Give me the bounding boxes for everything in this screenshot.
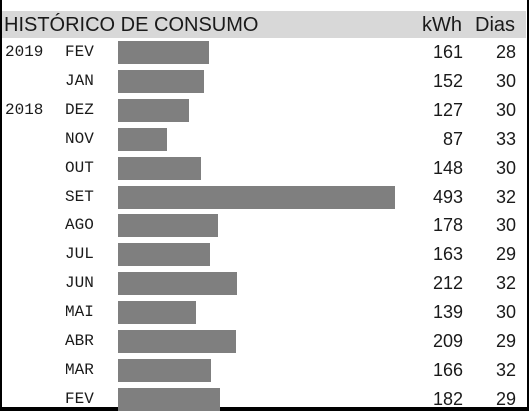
consumption-bar: [118, 387, 220, 411]
kwh-value: 493: [432, 186, 463, 207]
month-label: JAN: [65, 71, 94, 90]
kwh-value: 148: [432, 157, 463, 178]
dias-value: 29: [495, 244, 516, 265]
dias-value: 28: [495, 42, 516, 62]
consumption-bar: [118, 98, 189, 122]
month-label: DEZ: [65, 100, 94, 119]
table-row: OUT 148 30: [0, 154, 529, 183]
consumption-bar: [118, 69, 204, 93]
consumption-bar: [118, 243, 210, 267]
dias-value: 32: [495, 186, 516, 207]
kwh-value: 163: [432, 244, 463, 265]
kwh-value: 87: [442, 128, 463, 149]
consumption-bar: [118, 358, 211, 382]
table-row: 2019 FEV 161 28: [0, 38, 529, 67]
table-row: MAR 166 32: [0, 356, 529, 385]
month-label: MAR: [65, 360, 94, 379]
month-label: ABR: [65, 332, 94, 350]
month-label: NOV: [65, 129, 94, 148]
consumption-bar: [118, 214, 218, 238]
dias-value: 32: [495, 273, 516, 294]
kwh-column-header: kWh: [422, 14, 462, 36]
kwh-value: 209: [432, 331, 463, 351]
table-row: MAI 139 30: [0, 298, 529, 327]
table-row: FEV 182 29: [0, 385, 529, 414]
kwh-value: 152: [432, 70, 463, 91]
month-label: MAI: [65, 303, 94, 322]
month-label: FEV: [65, 389, 94, 408]
table-row: AGO 178 30: [0, 211, 529, 240]
dias-column-header: Dias: [475, 14, 516, 36]
dias-value: 30: [495, 157, 516, 178]
kwh-value: 139: [432, 302, 463, 323]
kwh-value: 166: [432, 359, 463, 380]
kwh-value: 178: [432, 215, 463, 236]
dias-value: 33: [495, 128, 516, 149]
consumption-bar: [118, 156, 201, 180]
table-row: ABR 209 29: [0, 327, 529, 356]
month-label: AGO: [65, 216, 94, 235]
chart-title: HISTÓRICO DE CONSUMO: [4, 14, 259, 36]
consumption-bar: [118, 272, 237, 296]
consumption-bar: [118, 185, 395, 209]
year-label: 2019: [5, 43, 44, 61]
table-row: SET 493 32: [0, 183, 529, 212]
table-row: NOV 87 33: [0, 125, 529, 154]
dias-value: 32: [495, 359, 516, 380]
table-row: JUL 163 29: [0, 240, 529, 269]
consumption-bar: [118, 41, 209, 64]
dias-value: 29: [495, 388, 516, 409]
month-label: JUL: [65, 245, 94, 264]
consumption-bar: [118, 301, 196, 325]
header-band: [2, 11, 526, 38]
month-label: SET: [65, 187, 94, 206]
consumption-bar: [118, 127, 167, 151]
year-label: 2018: [5, 100, 44, 119]
dias-value: 30: [495, 302, 516, 323]
month-label: FEV: [65, 43, 94, 61]
dias-value: 30: [495, 70, 516, 91]
month-label: OUT: [65, 158, 94, 177]
month-label: JUN: [65, 274, 94, 293]
table-row: JUN 212 32: [0, 269, 529, 298]
consumption-bar: [118, 330, 236, 353]
kwh-value: 182: [432, 388, 463, 409]
table-row: JAN 152 30: [0, 67, 529, 96]
kwh-value: 127: [432, 99, 463, 120]
dias-value: 30: [495, 99, 516, 120]
table-row: 2018 DEZ 127 30: [0, 96, 529, 125]
kwh-value: 161: [432, 42, 463, 62]
kwh-value: 212: [432, 273, 463, 294]
dias-value: 29: [495, 331, 516, 351]
dias-value: 30: [495, 215, 516, 236]
